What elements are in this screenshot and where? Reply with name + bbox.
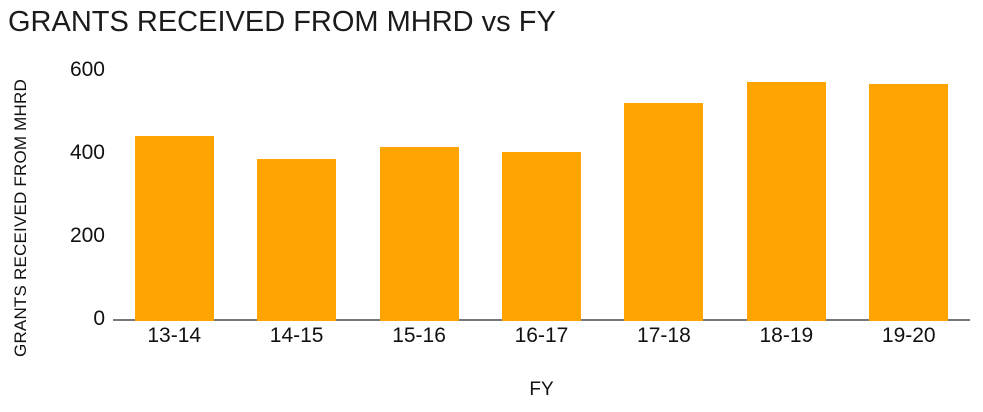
y-tick-label: 0: [93, 307, 105, 330]
y-tick-label: 600: [69, 58, 105, 81]
bar-19-20: [869, 83, 949, 321]
bar-14-15: [257, 159, 337, 321]
chart-title: GRANTS RECEIVED FROM MHRD vs FY: [8, 6, 556, 38]
x-tick-label: 16-17: [514, 324, 569, 347]
x-tick-label: 18-19: [759, 324, 814, 347]
bar-18-19: [746, 81, 826, 321]
x-tick-label: 13-14: [147, 324, 202, 347]
x-tick-label: 15-16: [392, 324, 446, 347]
bar-17-18: [624, 103, 704, 321]
x-axis-title: FY: [529, 379, 554, 400]
x-tick-label: 14-15: [269, 324, 324, 347]
plot-area: [113, 70, 970, 321]
x-tick-label: 17-18: [637, 324, 691, 347]
y-tick-label: 200: [69, 224, 105, 247]
bar-13-14: [134, 136, 214, 321]
y-tick-label: 400: [69, 141, 105, 164]
x-tick-label: 19-20: [881, 324, 936, 347]
bar-15-16: [379, 146, 459, 321]
bar-16-17: [502, 151, 581, 321]
